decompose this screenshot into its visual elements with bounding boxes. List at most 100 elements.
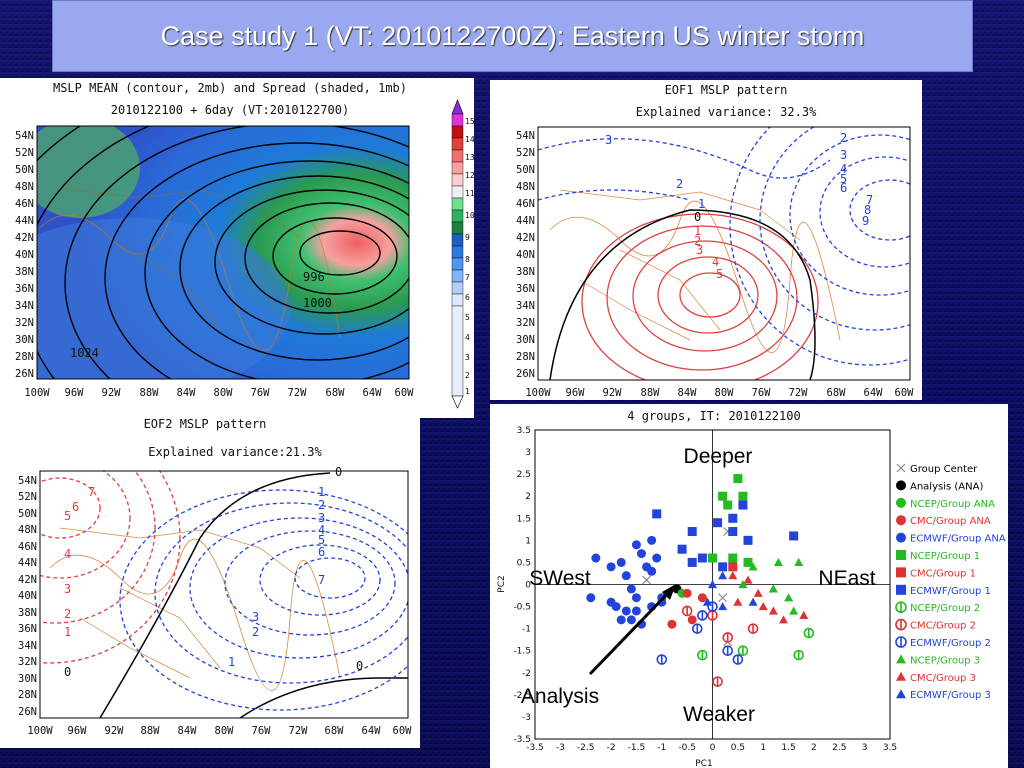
lon-label: 92W xyxy=(105,725,125,737)
contour-label: 5 xyxy=(64,509,71,523)
data-point xyxy=(784,593,794,602)
data-point xyxy=(687,615,697,625)
contour-label: 2 xyxy=(318,498,325,512)
data-point xyxy=(753,588,763,597)
lat-label: 42N xyxy=(516,232,535,244)
contour-label: 7 xyxy=(88,485,95,499)
contour-label: 7 xyxy=(318,573,325,587)
colorbar-tick: 9 xyxy=(465,233,470,242)
data-point xyxy=(794,557,804,567)
legend-label: ECMWF/Group 3 xyxy=(910,690,991,701)
eof2-title-2: Explained variance:21.3% xyxy=(148,445,322,459)
data-point xyxy=(803,627,815,639)
pc-scatter-panel: 4 groups, IT: 2010122100 -3.5 -3 -2.5 -2 -1.… xyxy=(490,404,1008,768)
y-tick-label: -3.5 xyxy=(513,735,531,745)
contour-label: 6 xyxy=(72,500,79,514)
lon-label: 64W xyxy=(363,387,383,399)
colorbar-tick: 13 xyxy=(465,153,474,162)
data-point xyxy=(718,491,728,501)
colorbar-tick: 7 xyxy=(465,273,470,282)
eof2-panel: EOF2 MSLP pattern Explained variance:21.… xyxy=(0,418,420,748)
lon-label: 64W xyxy=(864,387,884,399)
data-point xyxy=(768,606,778,615)
data-point xyxy=(793,649,805,661)
data-point xyxy=(621,606,631,616)
lat-label: 34N xyxy=(18,640,37,652)
mslp-mean-title-1: MSLP MEAN (contour, 2mb) and Spread (sha… xyxy=(53,81,407,95)
x-tick-label: -1.5 xyxy=(628,743,646,753)
lon-label: 72W xyxy=(288,387,308,399)
data-point xyxy=(687,557,697,567)
data-point xyxy=(738,500,748,510)
data-point xyxy=(681,605,693,617)
y-axis-label: PC2 xyxy=(497,575,507,592)
x-axis-label: PC1 xyxy=(695,759,712,768)
scatter-annotations: Deeper Weaker SWest NEast Analysis xyxy=(521,445,876,726)
contour-label: 6 xyxy=(318,545,325,559)
lon-label: 96W xyxy=(68,725,88,737)
colorbar-tick: 6 xyxy=(465,293,470,302)
lat-label: 40N xyxy=(516,249,535,261)
x-tick-label: 1.5 xyxy=(781,743,795,753)
contour-label: 4 xyxy=(712,255,719,269)
legend-marker xyxy=(896,567,906,578)
legend-label: ECMWF/Group 1 xyxy=(910,586,991,597)
lon-label: 60W xyxy=(393,725,413,737)
x-tick-label: -1 xyxy=(657,743,666,753)
lat-label: 54N xyxy=(516,130,535,142)
lat-label: 28N xyxy=(15,351,34,363)
lat-label: 30N xyxy=(516,334,535,346)
data-point xyxy=(626,584,636,594)
lon-label: 96W xyxy=(65,387,85,399)
legend-label: CMC/Group 1 xyxy=(910,568,976,579)
legend-marker xyxy=(896,532,906,543)
data-point xyxy=(708,553,717,563)
mslp-mean-title-2: 2010122100 + 6day (VT:2010122700) xyxy=(111,103,349,117)
data-point xyxy=(611,602,621,612)
contour-label: 2 xyxy=(840,131,847,145)
mslp-mean-panel: MSLP MEAN (contour, 2mb) and Spread (sha… xyxy=(0,78,474,418)
colorbar-tick: 10 xyxy=(465,211,474,220)
data-point xyxy=(631,540,641,550)
lat-label: 48N xyxy=(516,181,535,193)
lat-label: 50N xyxy=(18,508,37,520)
lon-label: 68W xyxy=(827,387,847,399)
data-point xyxy=(722,632,734,643)
contour-label: 2 xyxy=(252,625,259,639)
lon-label: 92W xyxy=(603,387,623,399)
eof2-lon-labels: 100W 96W 92W 88W 84W 80W 76W 72W 68W 64W… xyxy=(27,725,412,737)
annotation-analysis: Analysis xyxy=(521,685,599,708)
data-point xyxy=(743,557,753,567)
legend-marker xyxy=(896,654,906,664)
lon-label: 88W xyxy=(141,725,161,737)
lat-label: 52N xyxy=(516,147,535,159)
data-point xyxy=(733,474,743,484)
legend-marker xyxy=(895,601,907,613)
data-point xyxy=(708,580,717,589)
lon-label: 88W xyxy=(641,387,661,399)
legend-label: Analysis (ANA) xyxy=(910,481,983,492)
data-point xyxy=(743,575,753,584)
y-tick-label: 3 xyxy=(525,448,531,458)
legend-marker xyxy=(895,636,907,648)
x-tick-label: 2.5 xyxy=(832,743,846,753)
eof1-panel: EOF1 MSLP pattern Explained variance: 32… xyxy=(490,80,922,400)
scatter-legend: Group Center Analysis (ANA) NCEP/Group ANA… xyxy=(895,463,1006,701)
data-point xyxy=(647,566,657,576)
data-point xyxy=(616,615,626,625)
y-tick-label: 2 xyxy=(525,492,531,502)
x-tick-label: -3.5 xyxy=(526,743,544,753)
contour-label: 3 xyxy=(252,610,259,624)
lon-label: 88W xyxy=(140,387,160,399)
contour-label: 0 xyxy=(335,465,342,479)
lon-label: 84W xyxy=(678,387,698,399)
legend-label: ECMWF/Group ANA xyxy=(910,534,1006,545)
lat-label: 44N xyxy=(18,557,37,569)
y-tick-label: 0 xyxy=(525,581,531,591)
data-point xyxy=(723,500,733,510)
lat-label: 48N xyxy=(18,524,37,536)
eof1-lat-labels: 54N 52N 50N 48N 46N 44N 42N 40N 38N 36N … xyxy=(516,130,535,380)
contour-label: 4 xyxy=(840,162,847,176)
x-tick-label: 2 xyxy=(811,743,817,753)
contour-label: 3 xyxy=(840,148,847,162)
